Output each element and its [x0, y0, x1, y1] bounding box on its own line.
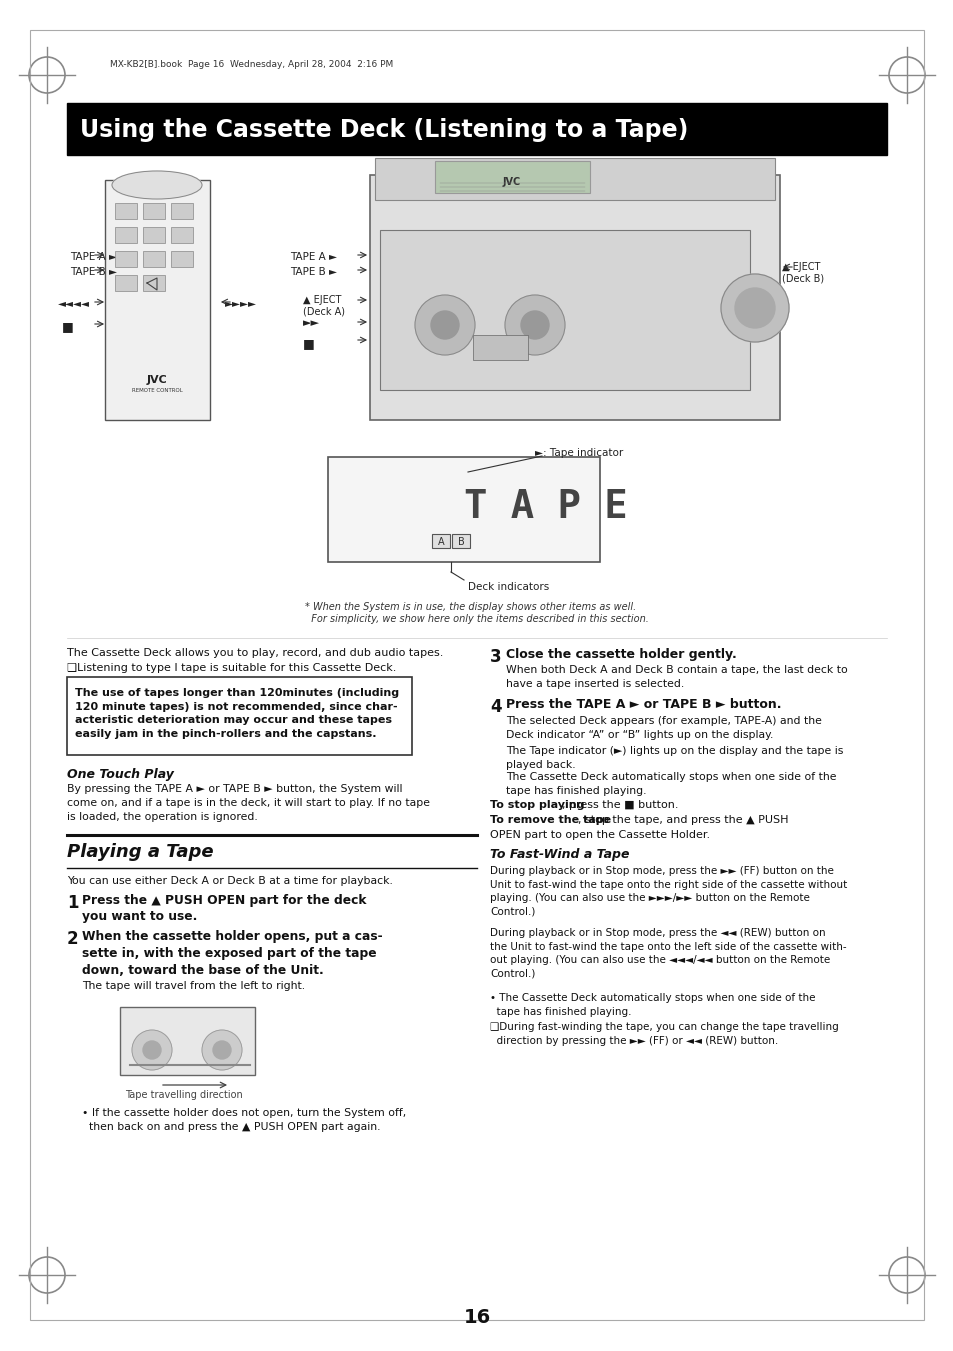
Bar	[375, 158, 774, 200]
Bar	[171, 203, 193, 219]
Circle shape	[734, 288, 774, 328]
Text: During playback or in Stop mode, press the ►► (FF) button on the
Unit to fast-wi: During playback or in Stop mode, press t…	[490, 866, 846, 917]
Text: During playback or in Stop mode, press the ◄◄ (REW) button on
the Unit to fast-w: During playback or in Stop mode, press t…	[490, 928, 845, 979]
Text: down, toward the base of the Unit.: down, toward the base of the Unit.	[82, 965, 323, 977]
Bar	[143, 203, 165, 219]
Text: 4: 4	[490, 698, 501, 716]
Bar	[432, 534, 450, 549]
Bar	[452, 534, 470, 549]
Bar	[67, 103, 886, 155]
Bar	[115, 227, 137, 243]
Text: Using the Cassette Deck (Listening to a Tape): Using the Cassette Deck (Listening to a …	[80, 118, 688, 142]
Text: One Touch Play: One Touch Play	[67, 767, 173, 781]
Text: sette in, with the exposed part of the tape: sette in, with the exposed part of the t…	[82, 947, 376, 961]
Text: 16: 16	[463, 1308, 490, 1327]
Text: ■: ■	[62, 320, 73, 332]
Text: Press the ▲ PUSH OPEN part for the deck: Press the ▲ PUSH OPEN part for the deck	[82, 894, 366, 907]
Text: By pressing the TAPE A ► or TAPE B ► button, the System will
come on, and if a t: By pressing the TAPE A ► or TAPE B ► but…	[67, 784, 430, 821]
Circle shape	[415, 295, 475, 355]
Text: Deck indicators: Deck indicators	[468, 582, 549, 592]
Bar	[143, 251, 165, 267]
Text: B: B	[457, 536, 464, 547]
Circle shape	[520, 311, 548, 339]
Bar	[105, 180, 210, 420]
Text: MX-KB2[B].book  Page 16  Wednesday, April 28, 2004  2:16 PM: MX-KB2[B].book Page 16 Wednesday, April …	[110, 59, 393, 69]
Bar	[171, 251, 193, 267]
Text: The tape will travel from the left to right.: The tape will travel from the left to ri…	[82, 981, 305, 992]
Text: Close the cassette holder gently.: Close the cassette holder gently.	[505, 648, 736, 661]
Text: The Cassette Deck allows you to play, record, and dub audio tapes.: The Cassette Deck allows you to play, re…	[67, 648, 443, 658]
Text: ►: Tape indicator: ►: Tape indicator	[535, 449, 622, 458]
Text: To remove the tape: To remove the tape	[490, 815, 611, 825]
Text: Playing a Tape: Playing a Tape	[67, 843, 213, 861]
Text: ▲ EJECT
(Deck B): ▲ EJECT (Deck B)	[781, 262, 823, 284]
Bar	[379, 230, 749, 390]
Text: The use of tapes longer than 120minutes (including
120 minute tapes) is not reco: The use of tapes longer than 120minutes …	[75, 688, 398, 739]
Text: To Fast-Wind a Tape: To Fast-Wind a Tape	[490, 848, 629, 861]
Text: When both Deck A and Deck B contain a tape, the last deck to
have a tape inserte: When both Deck A and Deck B contain a ta…	[505, 665, 847, 689]
Text: OPEN part to open the Cassette Holder.: OPEN part to open the Cassette Holder.	[490, 830, 709, 840]
Bar	[67, 677, 412, 755]
Text: 1: 1	[67, 894, 78, 912]
Text: T A P E: T A P E	[463, 488, 627, 526]
Text: The selected Deck appears (for example, TAPE-A) and the
Deck indicator “A” or “B: The selected Deck appears (for example, …	[505, 716, 821, 740]
Text: JVC: JVC	[147, 376, 167, 385]
Circle shape	[720, 274, 788, 342]
Bar	[328, 457, 599, 562]
Text: The Cassette Deck automatically stops when one side of the
tape has finished pla: The Cassette Deck automatically stops wh…	[505, 771, 836, 796]
Text: • The Cassette Deck automatically stops when one side of the
  tape has finished: • The Cassette Deck automatically stops …	[490, 993, 815, 1016]
Text: ■: ■	[303, 336, 314, 350]
Bar	[435, 161, 589, 193]
Text: , stop the tape, and press the ▲ PUSH: , stop the tape, and press the ▲ PUSH	[578, 815, 788, 825]
Bar	[143, 227, 165, 243]
Text: ►►: ►►	[303, 317, 319, 328]
Bar	[115, 203, 137, 219]
Text: ❑During fast-winding the tape, you can change the tape travelling
  direction by: ❑During fast-winding the tape, you can c…	[490, 1021, 838, 1046]
Text: For simplicity, we show here only the items described in this section.: For simplicity, we show here only the it…	[305, 613, 648, 624]
Text: 2: 2	[67, 929, 78, 948]
Text: TAPE A ►: TAPE A ►	[70, 253, 117, 262]
Bar	[171, 227, 193, 243]
Text: A: A	[437, 536, 444, 547]
Text: The Tape indicator (►) lights up on the display and the tape is
played back.: The Tape indicator (►) lights up on the …	[505, 746, 842, 770]
Text: 3: 3	[490, 648, 501, 666]
Text: When the cassette holder opens, put a cas-: When the cassette holder opens, put a ca…	[82, 929, 382, 943]
Text: you want to use.: you want to use.	[82, 911, 197, 923]
Bar	[473, 335, 527, 359]
Bar	[143, 276, 165, 290]
Text: Press the TAPE A ► or TAPE B ► button.: Press the TAPE A ► or TAPE B ► button.	[505, 698, 781, 711]
Text: JVC: JVC	[502, 177, 520, 186]
Circle shape	[202, 1029, 242, 1070]
Circle shape	[143, 1042, 161, 1059]
Text: • If the cassette holder does not open, turn the System off,
  then back on and : • If the cassette holder does not open, …	[82, 1108, 406, 1132]
Text: * When the System is in use, the display shows other items as well.: * When the System is in use, the display…	[305, 603, 636, 612]
Bar	[115, 276, 137, 290]
Text: , press the ■ button.: , press the ■ button.	[561, 800, 678, 811]
Text: TAPE B ►: TAPE B ►	[70, 267, 117, 277]
Circle shape	[132, 1029, 172, 1070]
Bar	[370, 176, 780, 420]
Text: To stop playing: To stop playing	[490, 800, 584, 811]
Text: ►►►►: ►►►►	[225, 299, 256, 308]
Circle shape	[431, 311, 458, 339]
Text: TAPE A ►: TAPE A ►	[290, 253, 336, 262]
Bar	[120, 1006, 254, 1075]
Text: ❑Listening to type I tape is suitable for this Cassette Deck.: ❑Listening to type I tape is suitable fo…	[67, 663, 395, 673]
Circle shape	[213, 1042, 231, 1059]
Bar	[115, 251, 137, 267]
Text: ◄◄◄◄: ◄◄◄◄	[58, 299, 90, 308]
Text: REMOTE CONTROL: REMOTE CONTROL	[132, 388, 182, 393]
Text: TAPE B ►: TAPE B ►	[290, 267, 336, 277]
Circle shape	[504, 295, 564, 355]
Text: ▲ EJECT
(Deck A): ▲ EJECT (Deck A)	[303, 295, 345, 316]
Text: You can use either Deck A or Deck B at a time for playback.: You can use either Deck A or Deck B at a…	[67, 875, 393, 886]
Ellipse shape	[112, 172, 202, 199]
Text: Tape travelling direction: Tape travelling direction	[125, 1090, 242, 1100]
